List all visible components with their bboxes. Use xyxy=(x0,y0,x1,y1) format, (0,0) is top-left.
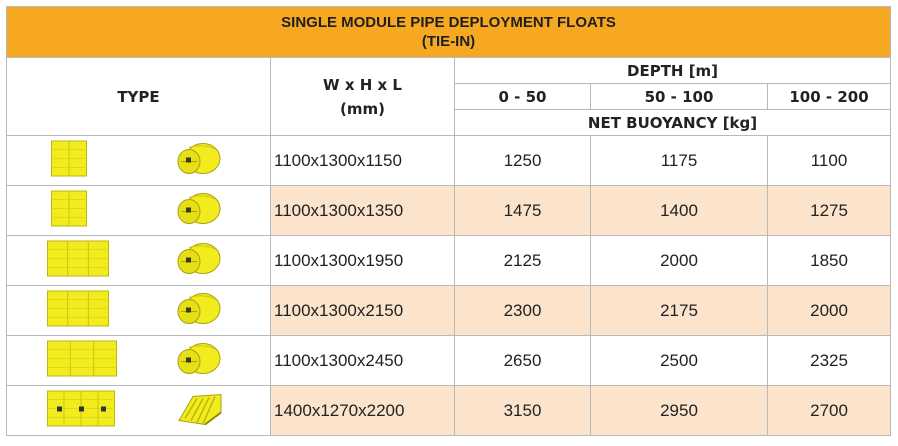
float-end-view-icon xyxy=(175,341,221,380)
buoyancy-50-100-cell: 1175 xyxy=(590,135,768,186)
buoyancy-100-200-cell: 2325 xyxy=(766,335,892,386)
depth-range-50-100: 50 - 100 xyxy=(590,83,768,110)
float-end-view-icon xyxy=(175,291,221,330)
type-header: TYPE xyxy=(6,57,271,136)
dimensions-header: W x H x L (mm) xyxy=(270,57,455,136)
dimensions-header-line1: W x H x L xyxy=(323,75,402,94)
buoyancy-0-50-cell: 2300 xyxy=(454,285,591,336)
buoyancy-0-50-cell: 2125 xyxy=(454,235,591,286)
table-row: 1100x1300x1950 2125 2000 1850 xyxy=(6,235,892,286)
dimensions-cell: 1100x1300x1950 xyxy=(270,235,455,286)
buoyancy-100-200-cell: 2700 xyxy=(766,385,892,436)
buoyancy-50-100-cell: 1400 xyxy=(590,185,768,236)
type-cell xyxy=(6,285,271,336)
float-side-view-icon xyxy=(51,190,87,231)
float-side-view-icon xyxy=(47,340,117,381)
buoyancy-0-50-cell: 3150 xyxy=(454,385,591,436)
float-end-view-icon xyxy=(175,390,225,431)
table-row: 1100x1300x2150 2300 2175 2000 xyxy=(6,285,892,336)
table-row: 1100x1300x1350 1475 1400 1275 xyxy=(6,185,892,236)
depth-range-100-200: 100 - 200 xyxy=(766,83,892,110)
float-end-view-icon xyxy=(175,191,221,230)
table-title-line2: (TIE-IN) xyxy=(421,33,476,50)
buoyancy-100-200-cell: 1275 xyxy=(766,185,892,236)
dimensions-cell: 1400x1270x2200 xyxy=(270,385,455,436)
table-row: 1100x1300x2450 2650 2500 2325 xyxy=(6,335,892,386)
table-title: SINGLE MODULE PIPE DEPLOYMENT FLOATS (TI… xyxy=(5,6,892,58)
table-row: 1100x1300x1150 1250 1175 1100 xyxy=(6,135,892,186)
buoyancy-100-200-cell: 2000 xyxy=(766,285,892,336)
buoyancy-100-200-cell: 1100 xyxy=(766,135,892,186)
buoyancy-0-50-cell: 1250 xyxy=(454,135,591,186)
float-side-view-icon xyxy=(47,390,115,431)
type-cell xyxy=(6,135,271,186)
buoyancy-0-50-cell: 1475 xyxy=(454,185,591,236)
float-side-view-icon xyxy=(51,140,87,181)
type-cell xyxy=(6,335,271,386)
dimensions-cell: 1100x1300x1150 xyxy=(270,135,455,186)
float-side-view-icon xyxy=(47,240,109,281)
buoyancy-50-100-cell: 2175 xyxy=(590,285,768,336)
buoyancy-0-50-cell: 2650 xyxy=(454,335,591,386)
table-body: 1100x1300x1150 1250 1175 1100 1100x1300x… xyxy=(6,135,892,436)
dimensions-header-line2: (mm) xyxy=(340,99,385,118)
float-end-view-icon xyxy=(175,241,221,280)
buoyancy-100-200-cell: 1850 xyxy=(766,235,892,286)
buoyancy-50-100-cell: 2500 xyxy=(590,335,768,386)
depth-header: DEPTH [m] xyxy=(453,57,892,84)
net-buoyancy-header: NET BUOYANCY [kg] xyxy=(453,109,892,136)
dimensions-cell: 1100x1300x1350 xyxy=(270,185,455,236)
dimensions-cell: 1100x1300x2450 xyxy=(270,335,455,386)
type-cell xyxy=(6,185,271,236)
float-end-view-icon xyxy=(175,141,221,180)
table-title-line1: SINGLE MODULE PIPE DEPLOYMENT FLOATS xyxy=(281,14,616,31)
float-side-view-icon xyxy=(47,290,109,331)
type-cell xyxy=(6,385,271,436)
buoyancy-50-100-cell: 2950 xyxy=(590,385,768,436)
float-spec-table: SINGLE MODULE PIPE DEPLOYMENT FLOATS (TI… xyxy=(5,6,892,436)
buoyancy-50-100-cell: 2000 xyxy=(590,235,768,286)
dimensions-cell: 1100x1300x2150 xyxy=(270,285,455,336)
type-cell xyxy=(6,235,271,286)
depth-range-0-50: 0 - 50 xyxy=(454,83,591,110)
table-row: 1400x1270x2200 3150 2950 2700 xyxy=(6,385,892,436)
